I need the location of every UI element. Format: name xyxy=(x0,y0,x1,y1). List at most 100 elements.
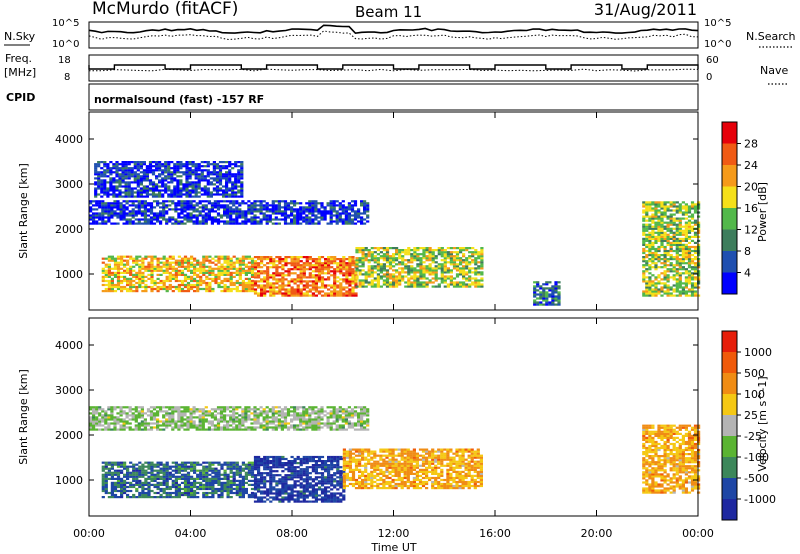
heatmap-cell xyxy=(180,493,185,497)
heatmap-cell xyxy=(398,255,402,258)
heatmap-cell xyxy=(280,210,284,213)
heatmap-cell xyxy=(431,257,435,260)
heatmap-cell xyxy=(226,290,230,293)
heatmap-cell xyxy=(333,278,337,281)
heatmap-cell xyxy=(305,276,309,279)
heatmap-cell xyxy=(669,209,673,212)
heatmap-cell xyxy=(234,161,238,164)
heatmap-cell xyxy=(684,292,688,295)
heatmap-cell xyxy=(213,202,217,205)
heatmap-cell xyxy=(697,223,701,226)
heatmap-cell xyxy=(204,208,208,211)
heatmap-cell xyxy=(214,279,218,283)
heatmap-cell xyxy=(687,280,692,283)
heatmap-cell xyxy=(171,257,175,260)
heatmap-cell xyxy=(229,218,233,221)
heatmap-cell xyxy=(666,215,670,218)
heatmap-cell xyxy=(287,478,291,481)
heatmap-cell xyxy=(185,169,189,172)
heatmap-cell xyxy=(226,481,230,484)
heatmap-cell xyxy=(663,201,667,204)
heatmap-cell xyxy=(314,216,318,219)
heatmap-cell xyxy=(223,461,227,464)
heatmap-cell xyxy=(281,278,285,281)
heatmap-cell xyxy=(197,183,201,186)
heatmap-cell xyxy=(241,463,245,466)
heatmap-cell xyxy=(165,269,169,272)
heatmap-cell xyxy=(311,270,315,273)
heatmap-cell xyxy=(195,216,199,219)
heatmap-cell xyxy=(314,286,318,289)
heatmap-cell xyxy=(317,278,322,281)
heatmap-cell xyxy=(225,193,229,196)
heatmap-cell xyxy=(257,484,261,487)
heatmap-cell xyxy=(250,222,254,225)
heatmap-cell xyxy=(271,212,275,215)
heatmap-cell xyxy=(204,206,208,209)
heatmap-cell xyxy=(363,208,367,211)
heatmap-cell xyxy=(404,259,408,262)
heatmap-cell xyxy=(253,280,258,283)
heatmap-cell xyxy=(180,261,185,264)
heatmap-cell xyxy=(462,247,466,250)
heatmap-cell xyxy=(120,481,124,484)
heatmap-cell xyxy=(293,292,297,295)
heatmap-cell xyxy=(215,181,220,184)
heatmap-cell xyxy=(145,187,149,190)
heatmap-cell xyxy=(107,491,111,495)
heatmap-cell xyxy=(123,265,127,268)
heatmap-cell xyxy=(203,193,207,196)
heatmap-cell xyxy=(211,483,215,486)
heatmap-cell xyxy=(110,475,114,478)
heatmap-cell xyxy=(120,479,124,482)
heatmap-cell xyxy=(358,261,362,264)
heatmap-cell xyxy=(293,457,297,461)
heatmap-cell xyxy=(126,263,130,266)
heatmap-cell xyxy=(208,485,212,489)
heatmap-cell xyxy=(651,203,655,206)
heatmap-cell xyxy=(107,275,111,278)
heatmap-cell xyxy=(107,218,111,221)
heatmap-cell xyxy=(190,269,194,272)
heatmap-cell xyxy=(299,294,303,297)
heatmap-cell xyxy=(126,496,130,499)
heatmap-cell xyxy=(401,259,405,262)
heatmap-cell xyxy=(434,267,438,270)
noise-panel-frame xyxy=(88,21,699,49)
heatmap-cell xyxy=(215,187,220,190)
heatmap-cell xyxy=(158,185,162,188)
heatmap-cell xyxy=(137,210,141,213)
heatmap-cell xyxy=(97,187,101,190)
heatmap-cell xyxy=(355,257,359,260)
heatmap-cell xyxy=(339,258,343,261)
heatmap-cell xyxy=(174,487,178,491)
heatmap-cell xyxy=(452,265,457,268)
heatmap-cell xyxy=(669,270,673,273)
heatmap-cell xyxy=(218,189,223,192)
heatmap-cell xyxy=(317,258,322,261)
heatmap-cell xyxy=(104,212,108,215)
heatmap-cell xyxy=(379,271,383,274)
heatmap-cell xyxy=(148,179,153,182)
heatmap-cell xyxy=(338,204,342,207)
heatmap-cell xyxy=(314,266,318,269)
heatmap-cell xyxy=(183,487,188,491)
heatmap-cell xyxy=(678,274,682,277)
heatmap-cell xyxy=(202,267,206,270)
heatmap-cell xyxy=(296,274,300,277)
heatmap-cell xyxy=(207,212,211,215)
heatmap-cell xyxy=(651,221,655,224)
heatmap-cell xyxy=(234,163,238,166)
heatmap-cell xyxy=(263,292,267,295)
heatmap-cell xyxy=(302,288,306,291)
heatmap-cell xyxy=(126,269,130,272)
heatmap-cell xyxy=(216,206,221,209)
heatmap-cell xyxy=(367,265,371,268)
heatmap-cell xyxy=(404,281,408,284)
heatmap-cell xyxy=(226,261,230,264)
heatmap-cell xyxy=(101,204,105,207)
heatmap-cell xyxy=(269,484,273,487)
heatmap-cell xyxy=(106,187,110,190)
heatmap-cell xyxy=(663,249,667,253)
heatmap-cell xyxy=(205,275,209,278)
